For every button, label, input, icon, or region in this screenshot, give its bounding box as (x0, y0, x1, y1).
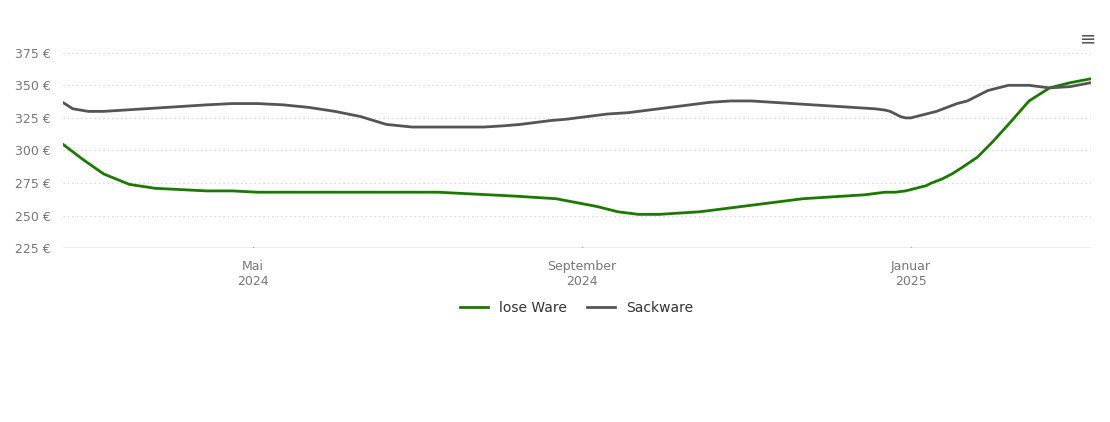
Text: ≡: ≡ (1079, 29, 1096, 48)
Legend: lose Ware, Sackware: lose Ware, Sackware (454, 295, 699, 321)
